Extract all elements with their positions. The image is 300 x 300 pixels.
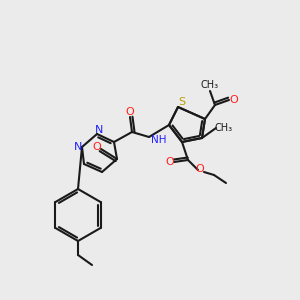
Text: O: O	[166, 157, 174, 167]
Text: O: O	[93, 142, 101, 152]
Text: CH₃: CH₃	[215, 123, 233, 133]
Text: O: O	[196, 164, 204, 174]
Text: CH₃: CH₃	[201, 80, 219, 90]
Text: N: N	[74, 142, 82, 152]
Text: N: N	[95, 125, 103, 135]
Text: NH: NH	[151, 135, 167, 145]
Text: O: O	[230, 95, 238, 105]
Text: S: S	[178, 97, 186, 107]
Text: O: O	[126, 107, 134, 117]
